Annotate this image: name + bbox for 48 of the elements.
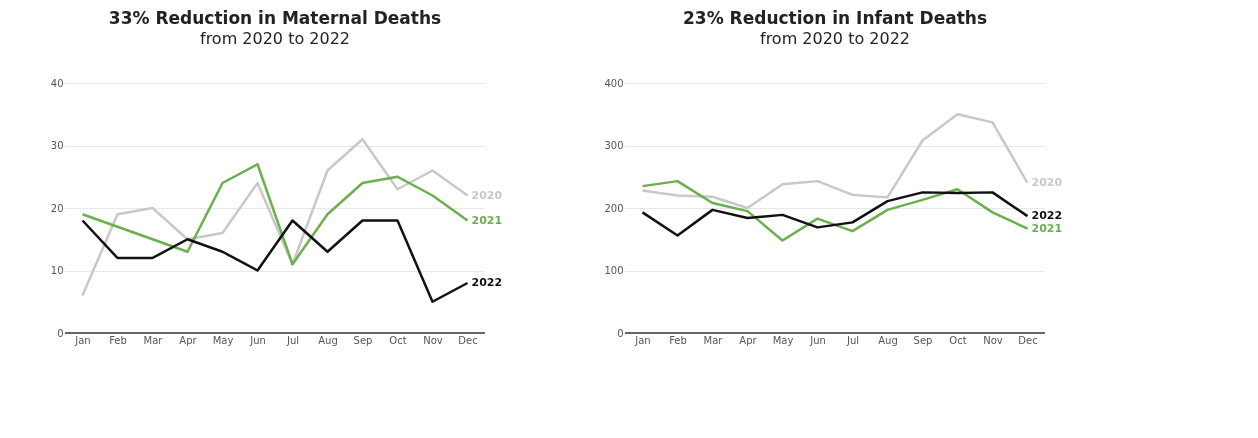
x-tick-label: Nov [423, 334, 443, 346]
x-tick-label: Jul [285, 334, 300, 346]
x-tick-label: Oct [949, 334, 967, 346]
line-series [641, 113, 1029, 210]
x-tick-label: Aug [878, 334, 898, 346]
y-tick-label: 400 [604, 77, 624, 89]
x-tick-label: Apr [179, 334, 198, 346]
y-tick-label: 0 [617, 327, 624, 339]
y-tick-label: 300 [604, 140, 624, 151]
y-tick-label: 100 [604, 265, 624, 276]
y-tick-label: 10 [50, 265, 64, 276]
x-tick-label: Mar [703, 334, 724, 346]
x-tick-label: Jan [74, 334, 91, 346]
x-tick-label: Dec [458, 334, 478, 346]
x-tick-label: Jan [634, 334, 651, 346]
x-tick-label: Jun [809, 334, 826, 346]
y-tick-label: 20 [50, 202, 64, 214]
y-tick-label: 200 [604, 202, 624, 214]
x-tick-label: Feb [109, 334, 127, 346]
x-tick-label: Nov [983, 334, 1003, 346]
line-series [81, 138, 469, 297]
x-tick-label: Aug [318, 334, 338, 346]
line-series [81, 163, 469, 266]
x-tick-label: Mar [143, 334, 164, 346]
x-tick-label: Sep [913, 334, 933, 346]
x-tick-label: Dec [1018, 334, 1038, 346]
x-tick-label: Feb [669, 334, 687, 346]
chart-title: 33% Reduction in Maternal Deaths [108, 8, 442, 28]
chart-subtitle: from 2020 to 2022 [200, 29, 350, 48]
x-tick-label: May [772, 334, 794, 346]
line-series [641, 179, 1029, 242]
series-label: 2022 [471, 276, 503, 289]
series-label: 2022 [1031, 209, 1063, 223]
x-tick-label: Sep [353, 334, 373, 346]
x-tick-label: Oct [389, 334, 407, 346]
x-tick-label: Apr [739, 334, 758, 346]
series-label: 2021 [1031, 221, 1063, 235]
y-tick-label: 30 [50, 140, 64, 151]
chart-subtitle: from 2020 to 2022 [760, 29, 910, 48]
x-tick-label: May [212, 334, 234, 346]
x-tick-label: Jun [249, 334, 266, 346]
y-tick-label: 40 [50, 77, 64, 89]
y-tick-label: 0 [57, 327, 64, 339]
series-label: 2021 [471, 213, 503, 227]
chart-title: 23% Reduction in Infant Deaths [683, 8, 987, 28]
line-series [641, 191, 1029, 237]
x-tick-label: Jul [845, 334, 860, 346]
line-series [81, 219, 469, 303]
